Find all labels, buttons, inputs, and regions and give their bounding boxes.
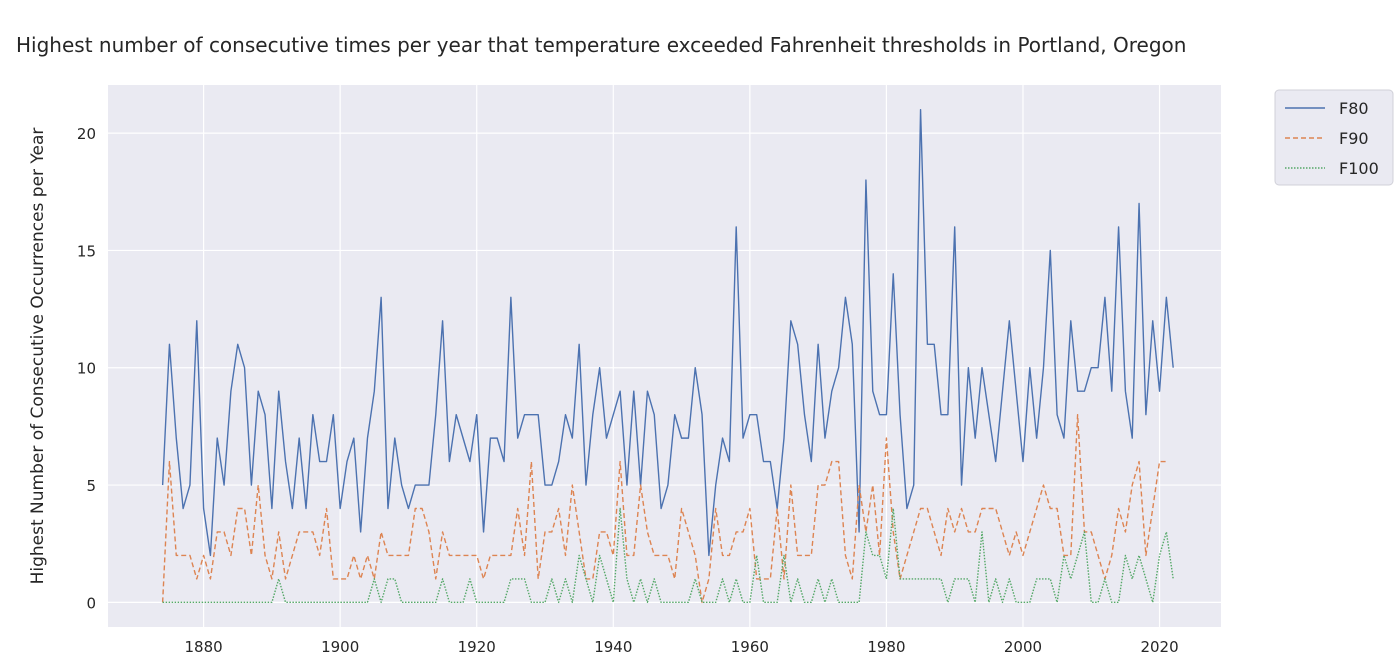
plot-area [108, 85, 1221, 627]
legend-label-f90: F90 [1339, 129, 1369, 148]
series-line-f90 [161, 413, 1167, 604]
series-lines [161, 108, 1174, 604]
chart-title: Highest number of consecutive times per … [16, 33, 1186, 57]
tick-labels: 1880 1900 1920 1940 1960 1980 2000 2020 0 5 10 15 20 [77, 125, 1179, 656]
x-tick-label: 1960 [731, 638, 769, 656]
y-tick-label: 10 [77, 360, 96, 378]
legend-box [1274, 89, 1394, 186]
x-tick-label: 2000 [1004, 638, 1042, 656]
y-tick-label: 5 [86, 477, 96, 495]
y-tick-label: 15 [77, 242, 96, 260]
series-line-f80 [161, 108, 1174, 557]
x-tick-label: 1920 [458, 638, 496, 656]
y-tick-label: 0 [86, 594, 96, 612]
legend-label-f80: F80 [1339, 99, 1369, 118]
x-tick-label: 1940 [594, 638, 632, 656]
x-tick-label: 1980 [867, 638, 905, 656]
y-tick-label: 20 [77, 125, 96, 143]
y-axis-label: Highest Number of Consecutive Occurrence… [28, 128, 48, 585]
x-tick-label: 1900 [321, 638, 359, 656]
legend-label-f100: F100 [1339, 159, 1379, 178]
x-tick-label: 2020 [1140, 638, 1178, 656]
x-tick-label: 1880 [185, 638, 223, 656]
legend: F80 F90 F100 [1274, 89, 1394, 186]
